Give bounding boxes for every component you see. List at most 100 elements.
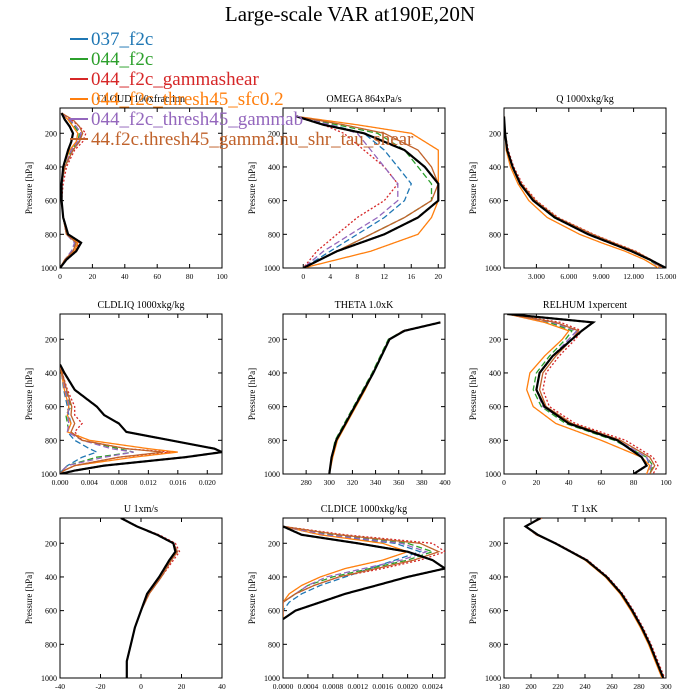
x-tick-label: 20 xyxy=(89,272,97,281)
series-line xyxy=(60,363,222,474)
y-tick-label: 600 xyxy=(45,197,57,206)
series-line xyxy=(283,525,445,620)
legend-swatch xyxy=(70,37,88,40)
series-line xyxy=(283,525,410,620)
series-line xyxy=(120,518,177,678)
series-line xyxy=(60,364,134,474)
x-tick-label: 8 xyxy=(355,272,359,281)
x-tick-label: 20 xyxy=(178,682,186,691)
x-tick-label: 0 xyxy=(58,272,62,281)
y-tick-label: 400 xyxy=(489,573,501,582)
series-line xyxy=(283,525,429,620)
y-tick-label: 800 xyxy=(268,436,280,445)
y-axis-label: Pressure [hPa] xyxy=(24,368,34,420)
x-tick-label: 60 xyxy=(597,478,605,487)
legend-label: 044_f2c xyxy=(91,49,154,70)
x-tick-label: 0.020 xyxy=(199,478,216,487)
y-axis-label: Pressure [hPa] xyxy=(247,368,257,420)
y-tick-label: 400 xyxy=(268,163,280,172)
panel-title: CLOUD 100xfraction xyxy=(97,94,185,105)
series-line xyxy=(524,518,664,678)
x-tick-label: 4 xyxy=(328,272,332,281)
chart-panel: Q 1000xkg/kg Pressure [hPa] 200 400 600 800 10… xyxy=(468,94,677,281)
y-tick-label: 200 xyxy=(45,129,57,138)
series-line xyxy=(328,321,441,474)
y-axis-label: Pressure [hPa] xyxy=(247,162,257,214)
y-tick-label: 800 xyxy=(489,230,501,239)
legend-swatch xyxy=(70,57,88,60)
x-tick-label: 300 xyxy=(660,682,672,691)
plot-frame xyxy=(503,107,667,269)
x-tick-label: 12 xyxy=(381,272,389,281)
figure-title: Large-scale VAR at190E,20N xyxy=(224,2,476,26)
y-axis-label: Pressure [hPa] xyxy=(468,162,478,214)
y-tick-label: 200 xyxy=(268,539,280,548)
y-tick-label: 1000 xyxy=(264,264,280,273)
x-tick-label: 0.000 xyxy=(52,478,69,487)
y-tick-label: 200 xyxy=(268,129,280,138)
legend-item: 044_f2c xyxy=(70,50,413,70)
plot-frame xyxy=(282,517,446,679)
panel-title: CLDICE 1000xkg/kg xyxy=(321,504,407,515)
series-line xyxy=(328,321,441,474)
x-tick-label: 40 xyxy=(121,272,129,281)
y-tick-label: 600 xyxy=(268,403,280,412)
x-tick-label: 20 xyxy=(533,478,541,487)
panel-title: T 1xK xyxy=(572,504,598,515)
y-axis-label: Pressure [hPa] xyxy=(24,162,34,214)
y-tick-label: 200 xyxy=(45,335,57,344)
x-tick-label: 0.0012 xyxy=(347,682,368,691)
y-axis-label: Pressure [hPa] xyxy=(468,368,478,420)
legend-item: 044_f2c_thresh45_sfc0.2 xyxy=(70,90,413,110)
series-line xyxy=(60,364,164,474)
x-tick-label: 0.0004 xyxy=(298,682,319,691)
y-tick-label: 200 xyxy=(45,539,57,548)
series-line xyxy=(283,525,445,621)
series-line xyxy=(523,518,665,678)
legend-label: 44.f2c.thresh45_gamma.nu_shr_tau_shear xyxy=(91,129,414,150)
series-line xyxy=(328,321,441,474)
series-line xyxy=(328,321,441,474)
panel-title: Q 1000xkg/kg xyxy=(556,94,614,105)
y-tick-label: 800 xyxy=(45,640,57,649)
series-line xyxy=(524,518,664,678)
x-tick-label: 320 xyxy=(347,478,359,487)
plot-frame xyxy=(503,517,667,679)
y-tick-label: 600 xyxy=(45,403,57,412)
y-axis-label: Pressure [hPa] xyxy=(24,572,34,624)
series-line xyxy=(504,116,666,268)
legend-label: 044_f2c_thresh45_sfc0.2 xyxy=(91,89,284,110)
x-tick-label: 0.0016 xyxy=(372,682,393,691)
series-line xyxy=(283,525,423,620)
series-line xyxy=(296,115,399,268)
x-tick-label: 340 xyxy=(370,478,382,487)
chart-panel: THETA 1.0xK Pressure [hPa] 200 400 600 800 100… xyxy=(247,300,451,487)
y-tick-label: 200 xyxy=(489,129,501,138)
x-tick-label: 100 xyxy=(660,478,672,487)
x-tick-label: 220 xyxy=(552,682,564,691)
x-tick-label: -40 xyxy=(55,682,65,691)
series-line xyxy=(524,518,664,678)
plot-frame xyxy=(282,107,446,269)
x-tick-label: 9.000 xyxy=(593,272,610,281)
legend: 037_f2c 044_f2c 044_f2c_gammashear 044_f2c_… xyxy=(70,30,413,150)
x-tick-label: -20 xyxy=(96,682,106,691)
series-line xyxy=(60,112,83,268)
y-tick-label: 1000 xyxy=(485,674,501,683)
y-tick-label: 1000 xyxy=(41,470,57,479)
x-tick-label: 0.0008 xyxy=(323,682,344,691)
legend-item: 044_f2c_gammashear xyxy=(70,70,413,90)
x-tick-label: 40 xyxy=(218,682,226,691)
legend-item: 037_f2c xyxy=(70,30,413,50)
x-tick-label: 0 xyxy=(139,682,143,691)
x-tick-label: 0.004 xyxy=(81,478,98,487)
plot-frame xyxy=(59,517,223,679)
x-tick-label: 400 xyxy=(439,478,451,487)
x-tick-label: 240 xyxy=(579,682,591,691)
y-tick-label: 1000 xyxy=(485,470,501,479)
series-line xyxy=(328,321,441,474)
y-axis-label: Pressure [hPa] xyxy=(468,572,478,624)
